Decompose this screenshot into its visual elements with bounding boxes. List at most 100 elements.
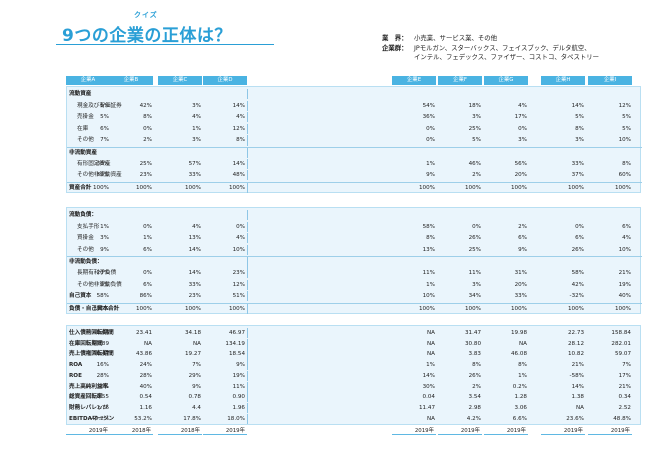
cell-企業E: NA xyxy=(426,415,435,422)
table-row: 財務レバレッジ 1.76 1.16 4.4 1.96 11.47 2.98 3.06 NA 2.5… xyxy=(67,402,642,414)
cell-企業C: 3% xyxy=(192,102,201,109)
cell-企業B: 53.2% xyxy=(134,415,152,422)
cell-企業G: 19.98 xyxy=(510,330,527,336)
cell-企業B: 0% xyxy=(143,125,152,132)
cell-企業F: 0% xyxy=(472,223,481,230)
cell-企業D: 8% xyxy=(204,135,248,146)
cell-企業I: 100% xyxy=(615,305,631,312)
table-row: 売上高純利益率 30% 40% 9% 11% 30% 2% 0.2% 14% 21% xyxy=(67,381,642,392)
cell-企業E: 54% xyxy=(422,102,435,109)
cell-企業A: 38% xyxy=(96,160,109,167)
cell-企業E: 0% xyxy=(426,137,435,144)
cell-企業C: 14% xyxy=(188,246,201,253)
table-row: 非流動資産 xyxy=(67,147,642,159)
cell-企業H: 37% xyxy=(571,172,584,179)
cell-企業B: 23% xyxy=(139,172,152,179)
cell-企業G: 46.08 xyxy=(510,351,527,358)
cell-企業D: 14% xyxy=(204,100,248,111)
cell-企業D: 18.54 xyxy=(204,349,248,360)
cell-企業I: 282.01 xyxy=(611,340,631,347)
fiscal-year-3: 2018年 xyxy=(158,427,202,435)
cell-企業A: 48.66 xyxy=(92,330,109,336)
cell-企業A: 49.2% xyxy=(91,415,109,422)
cell-企業G: 56% xyxy=(514,160,527,167)
cell-企業A: 58% xyxy=(96,293,109,300)
cell-企業E: 14% xyxy=(422,372,435,379)
fiscal-year-5: 2019年 xyxy=(392,427,436,435)
cell-企業I: 60% xyxy=(618,172,631,179)
cell-企業B: NA xyxy=(143,340,152,347)
cell-企業H: -32% xyxy=(569,293,584,300)
company-group-line1: JPモルガン、スターバックス、フェイスブック、デルタ航空、 xyxy=(414,43,591,52)
cell-企業D: 0.90 xyxy=(204,392,248,403)
cell-企業D xyxy=(204,148,248,159)
cell-企業A: 1% xyxy=(100,223,109,230)
cell-企業H: 33% xyxy=(571,160,584,167)
cell-企業I: 10% xyxy=(618,137,631,144)
cell-企業H: 6% xyxy=(575,235,584,242)
cell-企業B: 24% xyxy=(139,362,152,369)
cell-企業D xyxy=(204,257,248,268)
cell-企業C: 17.8% xyxy=(183,415,201,422)
cell-企業D xyxy=(204,89,248,100)
cell-企業A: 9% xyxy=(100,281,109,288)
cell-企業C: 33% xyxy=(188,172,201,179)
cell-企業D: 18.0% xyxy=(204,413,248,424)
company-header-3: 企業C xyxy=(158,76,202,85)
cell-企業C: 100% xyxy=(185,184,201,191)
cell-企業I: 5% xyxy=(622,125,631,132)
cell-企業F: 25% xyxy=(468,246,481,253)
cell-企業A: 1.76 xyxy=(96,404,109,411)
cell-企業I: 6% xyxy=(622,223,631,230)
cell-企業H: 3% xyxy=(575,137,584,144)
cell-企業C: 1% xyxy=(192,125,201,132)
cell-企業D: 14% xyxy=(204,158,248,169)
cell-企業I: 21% xyxy=(618,270,631,276)
cell-企業B: 2% xyxy=(143,137,152,144)
table-row: 支払手形 1% 0% 4% 0% 58% 0% 2% 0% 6% xyxy=(67,221,642,232)
cell-企業I: 10% xyxy=(618,246,631,253)
company-header-8: 企業H xyxy=(541,76,585,85)
cell-企業H: 58% xyxy=(571,270,584,276)
row-label: 流動資産 xyxy=(69,91,92,97)
row-label: 非流動資産 xyxy=(69,150,97,156)
cell-企業C: 29% xyxy=(188,372,201,379)
cell-企業H: 21% xyxy=(571,362,584,369)
cell-企業A: 39% xyxy=(96,172,109,179)
table-row: 長期有利子負債 20% 0% 14% 23% 11% 11% 31% 58% 21% xyxy=(67,268,642,279)
cell-企業B: 6% xyxy=(143,246,152,253)
fiscal-year-4: 2019年 xyxy=(203,427,247,435)
cell-企業F: 2% xyxy=(472,172,481,179)
table-row: 在庫 6% 0% 1% 12% 0% 25% 0% 8% 5% xyxy=(67,123,642,134)
cell-企業C: 4% xyxy=(192,223,201,230)
title-underline xyxy=(56,44,274,45)
cell-企業A: 3% xyxy=(100,235,109,242)
cell-企業B: 0.54 xyxy=(139,394,152,401)
cell-企業G: 0% xyxy=(518,125,527,132)
cell-企業D: 11% xyxy=(204,381,248,392)
cell-企業C: 33% xyxy=(188,281,201,288)
cell-企業F: 3.54 xyxy=(468,394,481,401)
cell-企業E: 8% xyxy=(426,235,435,242)
cell-企業H: 0% xyxy=(575,223,584,230)
cell-企業G: 100% xyxy=(511,184,527,191)
cell-企業H: 23.6% xyxy=(566,415,584,422)
cell-企業B: 25% xyxy=(139,160,152,167)
cell-企業E: 1% xyxy=(426,160,435,167)
cell-企業E: 0.04 xyxy=(422,394,435,401)
cell-企業C: 7% xyxy=(192,362,201,369)
cell-企業F: 30.80 xyxy=(464,340,481,347)
table-row: その他非流動負債 9% 6% 33% 12% 1% 3% 20% 42% 19% xyxy=(67,279,642,290)
cell-企業I: 19% xyxy=(618,281,631,288)
cell-企業E: 0% xyxy=(426,125,435,132)
cell-企業H: 8% xyxy=(575,125,584,132)
table-row: 現金及び有価証券 5% 42% 3% 14% 54% 18% 4% 14% 12% xyxy=(67,100,642,111)
row-label: ROA xyxy=(69,362,83,369)
cell-企業E: 9% xyxy=(426,172,435,179)
table-row: 仕入債務回転期間 48.66 23.41 34.18 46.97 NA 31.47 19.98… xyxy=(67,328,642,339)
cell-企業I: 0.34 xyxy=(618,394,631,401)
cell-企業E: 11.47 xyxy=(418,404,435,411)
assets-section: 流動資産 現金及び有価証券 5% 42% 3% 14% 54% 18% 4% 14% 12% 売掛金 5… xyxy=(66,86,642,193)
cell-企業D: 134.19 xyxy=(204,338,248,349)
cell-企業C: 100% xyxy=(185,305,201,312)
